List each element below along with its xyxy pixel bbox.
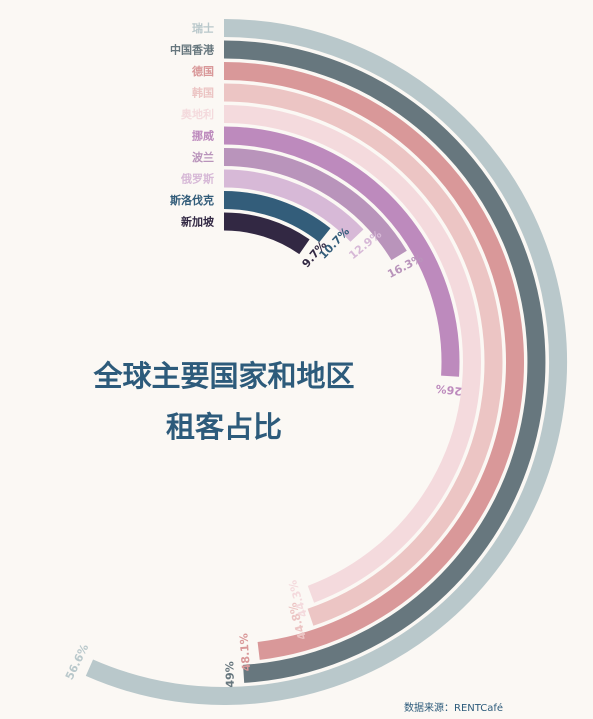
arc-bar xyxy=(223,40,546,683)
arc-bar xyxy=(223,126,460,377)
arc-bar xyxy=(223,169,364,242)
arc-bar xyxy=(223,83,503,626)
series-name-label: 瑞士 xyxy=(192,21,214,35)
arc-bar xyxy=(85,19,567,705)
chart-title-line-2: 租客占比 xyxy=(166,410,282,444)
series-name-label: 德国 xyxy=(191,64,214,78)
chart-title-line-1: 全球主要国家和地区 xyxy=(92,359,354,393)
series-name-label: 波兰 xyxy=(192,150,214,164)
series-name-label: 中国香港 xyxy=(170,43,215,57)
arc-layer xyxy=(85,19,567,705)
source-note: 数据来源：RENTCafé xyxy=(404,701,503,714)
percent-label: 48.1% xyxy=(237,633,253,672)
percent-label: 49% xyxy=(223,661,237,688)
series-name-label: 斯洛伐克 xyxy=(170,193,214,207)
arc-bar xyxy=(223,105,481,603)
arc-bar xyxy=(223,191,331,243)
series-name-label: 新加坡 xyxy=(181,215,215,229)
arc-bar xyxy=(223,212,310,255)
series-name-label: 韩国 xyxy=(192,86,214,100)
percent-label: 26% xyxy=(435,382,463,398)
series-name-label: 俄罗斯 xyxy=(180,172,214,186)
arc-bar xyxy=(223,62,524,660)
series-name-label: 奥地利 xyxy=(180,107,214,121)
series-name-label: 挪威 xyxy=(192,129,214,143)
arc-bar xyxy=(223,148,407,261)
